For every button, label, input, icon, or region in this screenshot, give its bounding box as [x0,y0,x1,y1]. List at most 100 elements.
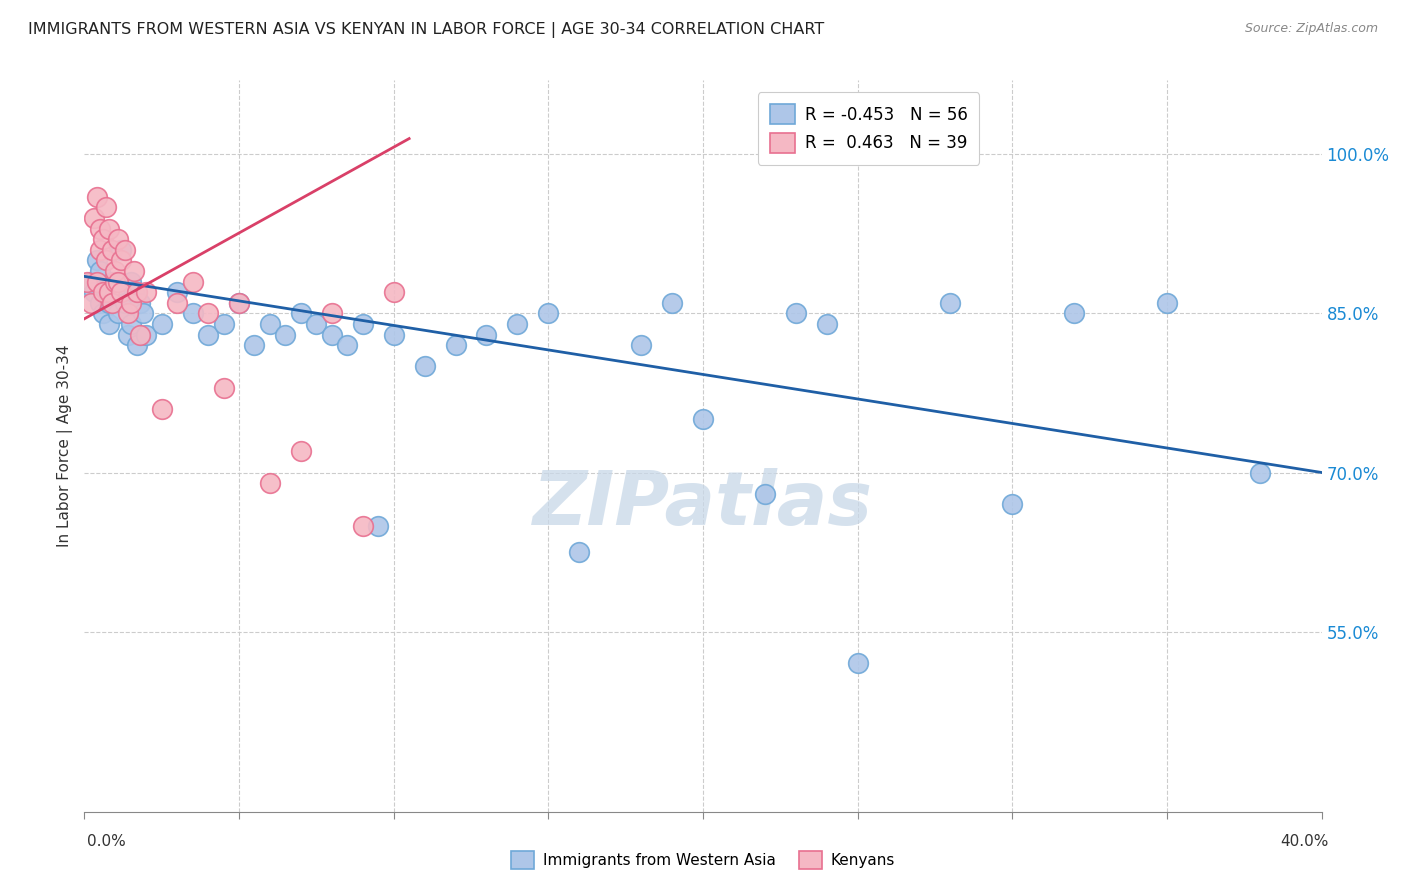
Point [125,338,148,352]
Point [120,296,142,310]
Point [166,285,188,300]
Point [83,285,105,300]
Point [107,232,129,246]
Point [181,306,204,320]
Point [114,296,136,310]
Point [94,201,117,215]
Point [321,306,343,320]
Point [197,327,219,342]
Point [661,296,683,310]
Point [89,243,111,257]
Point [132,306,155,320]
Point [754,486,776,500]
Point [104,275,127,289]
Point [98,285,121,300]
Point [94,285,117,300]
Point [79,296,101,310]
Point [290,444,312,458]
Point [110,243,132,257]
Point [274,327,297,342]
Point [98,317,121,331]
Point [413,359,436,374]
Point [150,401,173,416]
Point [382,327,405,342]
Point [91,306,114,320]
Point [86,190,108,204]
Point [475,327,498,342]
Point [166,296,188,310]
Point [76,275,98,289]
Text: IMMIGRANTS FROM WESTERN ASIA VS KENYAN IN LABOR FORCE | AGE 30-34 CORRELATION CH: IMMIGRANTS FROM WESTERN ASIA VS KENYAN I… [28,22,824,38]
Point [110,285,132,300]
Point [1001,497,1024,511]
Point [939,296,962,310]
Point [129,296,152,310]
Point [568,545,591,559]
Point [228,296,250,310]
Y-axis label: In Labor Force | Age 30-34: In Labor Force | Age 30-34 [58,344,73,548]
Point [135,285,157,300]
Point [290,306,312,320]
Point [120,317,142,331]
Point [506,317,529,331]
Point [129,327,152,342]
Point [1063,306,1085,320]
Point [107,306,129,320]
Point [1156,296,1178,310]
Point [537,306,560,320]
Point [197,306,219,320]
Point [243,338,266,352]
Point [305,317,328,331]
Text: 40.0%: 40.0% [1281,834,1329,849]
Point [135,327,157,342]
Point [89,296,111,310]
Point [367,518,389,533]
Point [444,338,467,352]
Point [120,275,142,289]
Text: Source: ZipAtlas.com: Source: ZipAtlas.com [1244,22,1378,36]
Point [98,221,121,235]
Point [630,338,652,352]
Legend: Immigrants from Western Asia, Kenyans: Immigrants from Western Asia, Kenyans [505,845,901,875]
Point [321,327,343,342]
Point [114,243,136,257]
Point [125,285,148,300]
Point [815,317,838,331]
Point [89,221,111,235]
Point [86,275,108,289]
Point [101,243,124,257]
Point [79,275,101,289]
Point [104,264,127,278]
Point [352,518,374,533]
Point [352,317,374,331]
Point [122,264,145,278]
Point [336,338,359,352]
Point [107,275,129,289]
Point [98,296,121,310]
Point [94,253,117,268]
Point [104,285,127,300]
Point [110,253,132,268]
Point [228,296,250,310]
Point [91,232,114,246]
Text: ZIPatlas: ZIPatlas [533,468,873,541]
Point [692,412,714,426]
Point [785,306,807,320]
Point [212,381,235,395]
Text: 0.0%: 0.0% [87,834,127,849]
Point [212,317,235,331]
Point [101,296,124,310]
Point [117,327,139,342]
Point [382,285,405,300]
Point [101,275,124,289]
Point [91,285,114,300]
Point [181,275,204,289]
Point [259,476,281,491]
Point [83,211,105,225]
Point [89,264,111,278]
Point [86,253,108,268]
Point [150,317,173,331]
Point [846,657,869,671]
Point [117,306,139,320]
Point [1249,466,1271,480]
